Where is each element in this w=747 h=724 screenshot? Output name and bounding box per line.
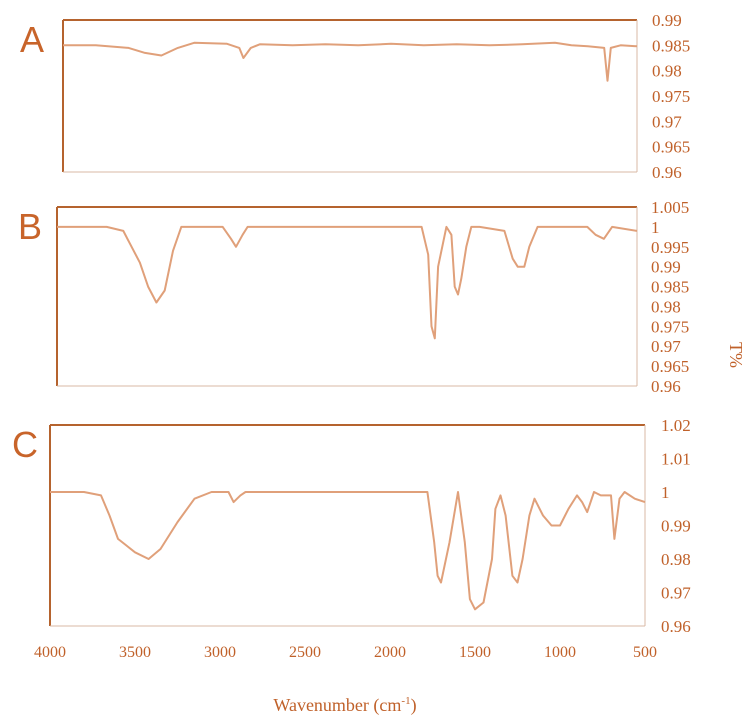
x-tick-label: 4000 <box>34 644 66 661</box>
panel-a-letter: A <box>20 19 44 60</box>
x-axis-label-close: ) <box>411 695 417 716</box>
panel-b-ytick-label: 1.005 <box>651 198 689 217</box>
panel-b-ytick-label: 0.96 <box>651 377 681 396</box>
panel-c: C 1.02 1.01 1 0.99 0.98 0.97 0.96 <box>12 416 691 636</box>
x-tick-label: 500 <box>633 644 657 661</box>
panel-c-ytick-label: 0.96 <box>661 617 691 636</box>
panel-b-ytick-label: 0.995 <box>651 238 689 257</box>
x-axis-ticks: 4000 3500 3000 2500 2000 1500 1000 500 <box>34 644 657 661</box>
panel-a-ytick-label: 0.99 <box>652 11 682 30</box>
panel-a-ytick-label: 0.985 <box>652 36 690 55</box>
panel-c-ytick-label: 0.97 <box>661 584 691 603</box>
panel-b-ytick-label: 0.965 <box>651 357 689 376</box>
panel-c-letter: C <box>12 424 38 465</box>
x-tick-label: 1500 <box>459 644 491 661</box>
panel-b-ytick-label: 0.975 <box>651 317 689 336</box>
x-tick-label: 2000 <box>374 644 406 661</box>
x-axis-label: Wavenumber (cm-1) <box>273 695 416 716</box>
x-tick-label: 1000 <box>544 644 576 661</box>
panel-b: B 1.00510.9950.990.9850.980.9750.970.9650… <box>18 198 689 396</box>
panel-b-ytick-label: 0.97 <box>651 337 681 356</box>
panel-b-letter: B <box>18 206 42 247</box>
panel-b-ytick-label: 0.98 <box>651 297 681 316</box>
x-axis-label-superscript: -1 <box>401 695 410 707</box>
panel-a-ytick-label: 0.96 <box>652 163 682 182</box>
panel-a-ytick-label: 0.98 <box>652 62 682 81</box>
panel-c-ytick-label: 0.98 <box>661 550 691 569</box>
panel-a-ytick-label: 0.97 <box>652 112 682 131</box>
panel-c-ytick-label: 0.99 <box>661 517 691 536</box>
panel-c-ytick-label: 1.02 <box>661 416 691 435</box>
x-axis-label-main: Wavenumber (cm <box>273 695 401 716</box>
x-tick-label: 3000 <box>204 644 236 661</box>
panel-a: A 0.99 0.985 0.98 0.975 0.97 0.965 0.96 <box>20 11 690 182</box>
panel-a-spectrum-line <box>63 41 638 82</box>
panel-a-ytick-label: 0.975 <box>652 87 690 106</box>
panel-a-ytick-label: 0.965 <box>652 138 690 157</box>
x-tick-label: 2500 <box>289 644 321 661</box>
x-tick-label: 3500 <box>119 644 151 661</box>
panel-c-ytick-label: 1 <box>661 483 670 502</box>
panel-c-ytick-label: 1.01 <box>661 450 691 469</box>
panel-b-ytick-label: 1 <box>651 218 660 237</box>
panel-c-spectrum-line <box>50 491 646 611</box>
panel-b-ytick-label: 0.985 <box>651 278 689 297</box>
panel-b-ytick-label: 0.99 <box>651 258 681 277</box>
panel-b-spectrum-line <box>57 225 638 340</box>
y-axis-label: T% <box>726 342 746 368</box>
